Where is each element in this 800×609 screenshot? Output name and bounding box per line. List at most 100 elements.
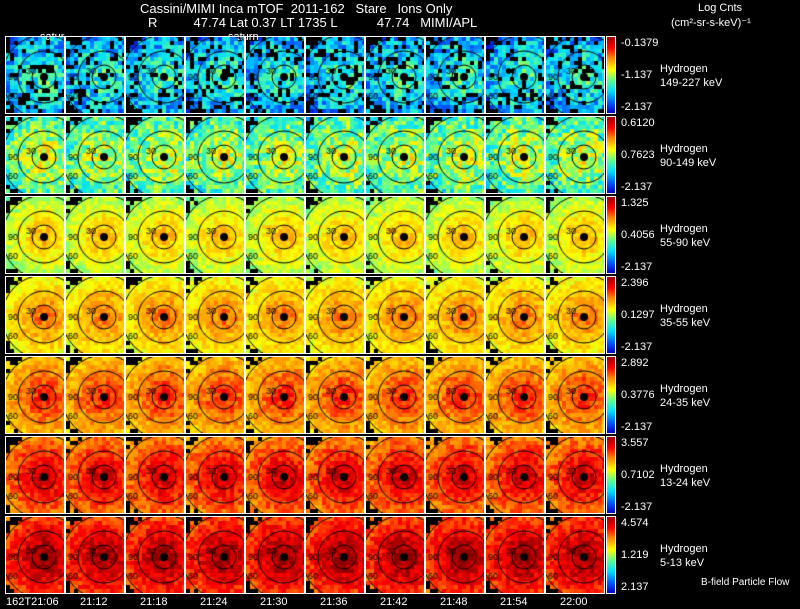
energy-label: Hydrogen 55-90 keV: [660, 222, 710, 250]
image-panel: [425, 516, 485, 594]
colorbar-mid-label: -1.137: [621, 69, 653, 81]
energy-label: Hydrogen 5-13 keV: [660, 542, 708, 570]
image-panel: [485, 516, 545, 594]
time-tick-label: 21:30: [260, 596, 288, 608]
colorbar: [606, 36, 616, 114]
image-panel: [305, 36, 365, 114]
time-tick-label: 21:12: [80, 596, 108, 608]
image-panel: [5, 116, 65, 194]
image-panel: [305, 436, 365, 514]
colorbar-min-label: -2.137: [621, 261, 653, 273]
image-panel: [65, 436, 125, 514]
legend-b-field: B-field Particle Flow: [701, 577, 790, 588]
image-panel: [65, 36, 125, 114]
species-label: Hydrogen: [660, 383, 708, 395]
colorbar-mid-label: 0.4056: [621, 229, 655, 241]
image-panel: [185, 436, 245, 514]
colorbar-min-label: -2.137: [621, 101, 653, 113]
image-panel: [185, 276, 245, 354]
species-label: Hydrogen: [660, 463, 708, 475]
image-panel: [545, 516, 605, 594]
image-panel: [365, 196, 425, 274]
species-label: Hydrogen: [660, 543, 708, 555]
energy-range-label: 24-35 keV: [660, 397, 711, 409]
image-panel: [305, 116, 365, 194]
colorbar-title: Log Cnts: [698, 2, 743, 14]
image-panel: [365, 356, 425, 434]
image-panel: [185, 196, 245, 274]
time-tick-label: 21:48: [440, 596, 468, 608]
time-tick-label: 21:54: [500, 596, 528, 608]
image-panel: [65, 276, 125, 354]
colorbar-min-label: 2.137: [621, 581, 649, 593]
colorbar-min-label: -2.137: [621, 421, 653, 433]
image-panel: [485, 196, 545, 274]
image-panel: [305, 196, 365, 274]
time-tick-label: 21:42: [380, 596, 408, 608]
time-tick-label: 21:18: [140, 596, 168, 608]
colorbar-mid-label: 0.7623: [621, 149, 655, 161]
colorbar-max-label: 2.892: [621, 357, 649, 369]
colorbar-max-label: 0.6120: [621, 117, 655, 129]
colorbar-mid-label: 0.1297: [621, 309, 655, 321]
image-panel: [5, 36, 65, 114]
image-panel: [545, 356, 605, 434]
image-panel: [5, 436, 65, 514]
image-panel: [365, 116, 425, 194]
energy-label: Hydrogen 24-35 keV: [660, 382, 710, 410]
image-panel: [245, 516, 305, 594]
energy-range-label: 149-227 keV: [660, 77, 723, 89]
image-panel: [485, 436, 545, 514]
time-tick-label: 162T21:06: [6, 596, 59, 608]
image-panel: [125, 436, 185, 514]
image-panel: [185, 356, 245, 434]
colorbar: [606, 276, 616, 354]
image-panel: [65, 116, 125, 194]
image-panel: [425, 356, 485, 434]
image-panel: [125, 196, 185, 274]
image-panel: [65, 196, 125, 274]
colorbar-mid-label: 0.3776: [621, 389, 655, 401]
image-panel: [425, 436, 485, 514]
time-tick-label: 21:24: [200, 596, 228, 608]
image-panel: [245, 276, 305, 354]
species-label: Hydrogen: [660, 303, 708, 315]
image-panel: [425, 116, 485, 194]
image-panel: [245, 116, 305, 194]
colorbar: [606, 196, 616, 274]
colorbar: [606, 116, 616, 194]
image-panel: [125, 356, 185, 434]
energy-range-label: 90-149 keV: [660, 157, 717, 169]
image-panel: [65, 516, 125, 594]
colorbar-max-label: 1.325: [621, 197, 649, 209]
image-panel: [485, 36, 545, 114]
colorbar-min-label: -2.137: [621, 181, 653, 193]
colorbar-units: (cm²-sr-s-keV)⁻¹: [671, 17, 751, 29]
colorbar-mid-label: 1.219: [621, 549, 649, 561]
time-tick-label: 21:36: [320, 596, 348, 608]
image-panel: [545, 436, 605, 514]
image-panel: [545, 276, 605, 354]
image-panel: [485, 276, 545, 354]
energy-label: Hydrogen 90-149 keV: [660, 142, 716, 170]
image-panel: [545, 116, 605, 194]
image-panel: [125, 276, 185, 354]
colorbar-mid-label: 0.7102: [621, 469, 655, 481]
image-panel: [485, 356, 545, 434]
image-panel: [125, 516, 185, 594]
image-panel: [365, 276, 425, 354]
image-panel: [245, 356, 305, 434]
image-panel: [125, 116, 185, 194]
image-panel: [185, 516, 245, 594]
image-panel: [305, 356, 365, 434]
image-panel: [185, 36, 245, 114]
energy-range-label: 5-13 keV: [660, 557, 705, 569]
colorbar-max-label: -0.1379: [621, 37, 659, 49]
image-panel: [305, 276, 365, 354]
time-tick-label: 22:00: [560, 596, 588, 608]
image-panel: [65, 356, 125, 434]
colorbar: [606, 436, 616, 514]
image-panel: [545, 36, 605, 114]
colorbar: [606, 356, 616, 434]
image-panel: [245, 436, 305, 514]
